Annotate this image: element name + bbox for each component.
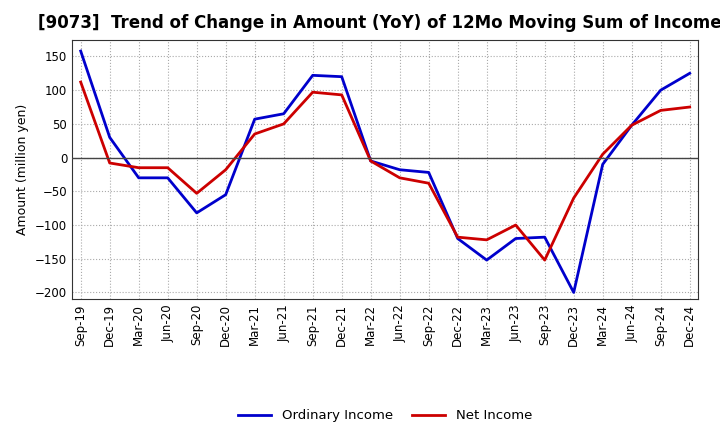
Ordinary Income [395,167,404,172]
Net Income [511,222,520,227]
Net Income [308,90,317,95]
Ordinary Income [627,123,636,128]
Ordinary Income [105,135,114,140]
Net Income [105,160,114,165]
Ordinary Income [251,117,259,122]
Ordinary Income [308,73,317,78]
Ordinary Income [685,71,694,76]
Net Income [657,108,665,113]
Ordinary Income [135,175,143,180]
Net Income [541,257,549,263]
Ordinary Income [541,235,549,240]
Net Income [163,165,172,170]
Ordinary Income [424,170,433,175]
Net Income [598,152,607,157]
Net Income [251,132,259,137]
Ordinary Income [570,290,578,295]
Net Income [135,165,143,170]
Net Income [192,191,201,196]
Net Income [366,158,375,164]
Ordinary Income [338,74,346,79]
Net Income [279,121,288,127]
Ordinary Income [454,236,462,241]
Ordinary Income [221,192,230,197]
Ordinary Income [598,162,607,167]
Ordinary Income [279,111,288,117]
Ordinary Income [511,236,520,241]
Net Income [395,175,404,180]
Net Income [570,195,578,201]
Line: Ordinary Income: Ordinary Income [81,51,690,293]
Ordinary Income [76,48,85,54]
Net Income [627,123,636,128]
Ordinary Income [482,257,491,263]
Net Income [338,92,346,98]
Net Income [221,167,230,172]
Ordinary Income [192,210,201,216]
Y-axis label: Amount (million yen): Amount (million yen) [17,104,30,235]
Net Income [685,104,694,110]
Net Income [482,237,491,242]
Net Income [454,235,462,240]
Ordinary Income [657,88,665,93]
Ordinary Income [163,175,172,180]
Net Income [424,180,433,186]
Line: Net Income: Net Income [81,82,690,260]
Net Income [76,80,85,85]
Legend: Ordinary Income, Net Income: Ordinary Income, Net Income [233,404,538,428]
Title: [9073]  Trend of Change in Amount (YoY) of 12Mo Moving Sum of Incomes: [9073] Trend of Change in Amount (YoY) o… [38,15,720,33]
Ordinary Income [366,158,375,164]
